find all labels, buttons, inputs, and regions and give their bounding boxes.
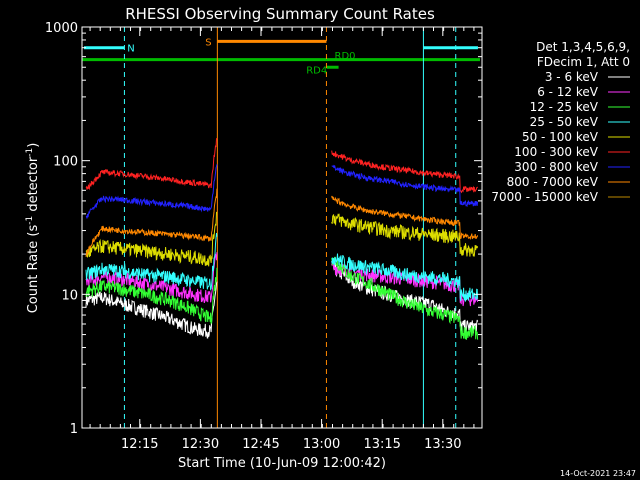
- legend-header: Det 1,3,4,5,6,9,: [536, 40, 630, 54]
- y-tick-label: 1000: [45, 21, 78, 36]
- series-line: [331, 164, 479, 208]
- series-line: [331, 150, 478, 194]
- y-axis: 1 10 100 1000: [45, 21, 482, 437]
- y-axis-label: Count Rate (s-1 detector-1): [25, 143, 41, 314]
- x-tick-label: 12:15: [121, 437, 158, 452]
- series-line: [331, 260, 479, 307]
- x-tick-label: 12:30: [182, 437, 219, 452]
- series-line: [331, 256, 479, 340]
- legend-entry: 12 - 25 keV: [530, 100, 599, 114]
- y-tick-label: 1: [70, 422, 78, 437]
- legend-header: FDecim 1, Att 0: [537, 55, 630, 69]
- series-line: [85, 211, 218, 267]
- flag-label-rd4: RD4: [306, 66, 327, 77]
- legend: Det 1,3,4,5,6,9,FDecim 1, Att 03 - 6 keV…: [491, 40, 630, 204]
- legend-entry: 800 - 7000 keV: [507, 175, 599, 189]
- chart-title: RHESSI Observing Summary Count Rates: [125, 5, 435, 23]
- legend-entry: 25 - 50 keV: [530, 115, 599, 129]
- series-line: [331, 195, 479, 241]
- flag-label-rd0: RD0: [335, 51, 356, 62]
- series-line: [85, 137, 218, 191]
- y-tick-label: 100: [53, 155, 78, 170]
- y-tick-label: 10: [61, 288, 78, 303]
- series-line: [85, 188, 218, 257]
- x-axis: 12:15 12:30 12:45 13:00 13:15 13:30: [89, 27, 475, 452]
- flag-label-s: S: [205, 37, 211, 48]
- legend-entry: 100 - 300 keV: [514, 145, 598, 159]
- flag-bars: [82, 39, 480, 69]
- flag-label-n: N: [127, 44, 134, 55]
- footer-date: 14-Oct-2021 23:47: [560, 469, 636, 478]
- series-line: [85, 164, 218, 219]
- legend-entry: 50 - 100 keV: [522, 130, 599, 144]
- x-axis-label: Start Time (10-Jun-09 12:00:42): [178, 456, 386, 471]
- x-tick-label: 12:45: [242, 437, 279, 452]
- legend-entry: 6 - 12 keV: [537, 85, 599, 99]
- x-tick-label: 13:00: [303, 437, 340, 452]
- legend-entry: 300 - 800 keV: [514, 160, 598, 174]
- series-line: [331, 213, 479, 257]
- x-tick-label: 13:15: [363, 437, 400, 452]
- attenuator-vlines: [123, 27, 457, 428]
- series-line: [85, 281, 218, 339]
- flag-labels: N S RD0 RD4: [127, 37, 355, 76]
- legend-entry: 7000 - 15000 keV: [491, 190, 598, 204]
- series-line: [331, 253, 479, 302]
- series-line: [85, 267, 218, 325]
- legend-entry: 3 - 6 keV: [545, 70, 599, 84]
- x-tick-label: 13:30: [424, 437, 461, 452]
- series-line: [85, 232, 218, 291]
- series-lines: [85, 137, 479, 340]
